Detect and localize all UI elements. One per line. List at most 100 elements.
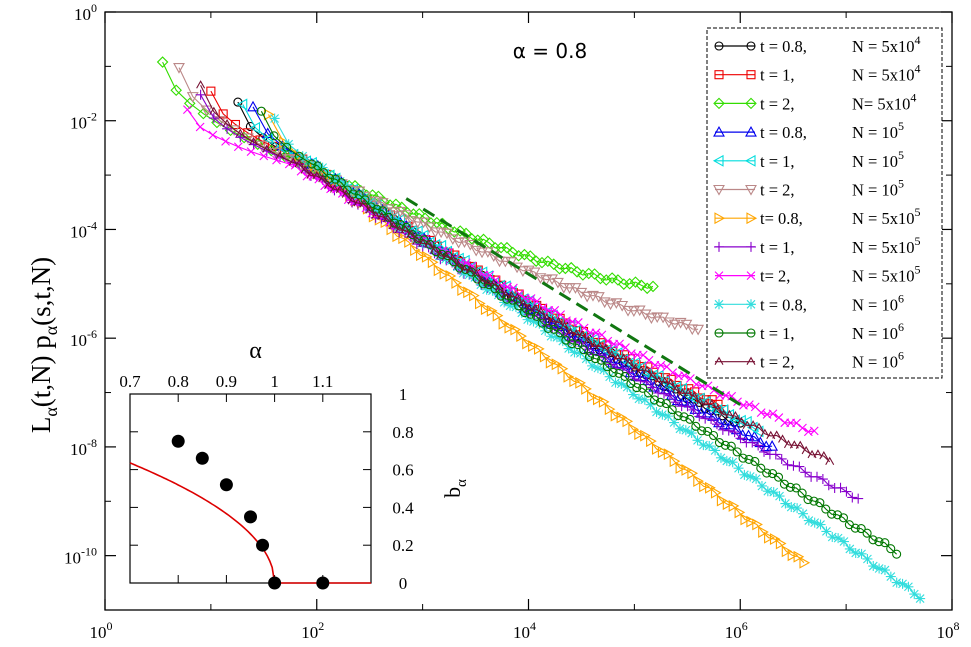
data-point <box>644 388 654 398</box>
legend-entry: t = 2, N= 5x104 <box>713 90 916 113</box>
data-point <box>868 535 878 545</box>
data-point <box>510 301 521 312</box>
data-point <box>821 504 831 514</box>
data-point <box>587 390 598 403</box>
x-tick-label: 106 <box>725 619 748 642</box>
legend-marker <box>746 212 758 225</box>
data-point <box>516 266 529 277</box>
inset-x-tick-label: 0.9 <box>216 372 237 391</box>
data-point <box>516 330 527 343</box>
data-point <box>306 170 316 179</box>
data-point <box>228 125 241 136</box>
data-point <box>628 423 640 436</box>
data-point <box>246 147 256 156</box>
data-point <box>691 379 701 389</box>
data-point <box>347 196 357 205</box>
data-point <box>612 274 624 286</box>
data-point <box>715 452 726 463</box>
legend-marker <box>714 70 724 80</box>
data-point <box>624 357 634 366</box>
legend-t-label: t = 2, <box>760 353 795 372</box>
data-point <box>706 414 717 425</box>
series-t-2-n-10-5 <box>173 63 705 336</box>
data-point <box>360 195 370 205</box>
data-point <box>249 121 261 134</box>
data-point <box>717 424 728 435</box>
data-point <box>627 349 636 358</box>
legend-n-label: N = 5x105 <box>852 234 920 257</box>
data-point <box>692 435 703 446</box>
data-point <box>555 328 565 338</box>
data-point <box>616 411 628 424</box>
data-point <box>679 412 689 422</box>
inset-data-point <box>219 478 233 492</box>
data-point <box>318 174 328 183</box>
data-point <box>623 277 636 290</box>
legend-n-label: N = 106 <box>852 349 904 372</box>
data-point <box>471 268 481 277</box>
data-point <box>738 453 748 463</box>
data-point <box>651 312 664 324</box>
data-point <box>452 237 465 249</box>
data-point <box>516 307 527 318</box>
data-point <box>735 433 746 444</box>
data-point <box>915 593 926 604</box>
data-point <box>635 279 648 292</box>
data-point <box>727 457 738 468</box>
data-point <box>610 377 621 388</box>
data-point <box>208 130 218 140</box>
data-point <box>317 162 328 173</box>
data-point <box>874 537 884 547</box>
legend-entry: t = 1, N = 105 <box>712 148 904 171</box>
y-tick-label: 10-4 <box>70 218 97 241</box>
data-point <box>359 199 369 208</box>
data-point <box>247 100 259 112</box>
data-point <box>880 538 890 548</box>
data-point <box>770 449 781 460</box>
data-point <box>709 385 719 395</box>
data-point <box>358 192 369 203</box>
data-point <box>710 445 721 456</box>
data-point <box>552 316 564 329</box>
data-point <box>719 409 729 418</box>
data-point <box>551 358 563 371</box>
data-point <box>723 425 734 436</box>
data-point <box>501 241 513 254</box>
y-tick-label: 10-10 <box>64 545 97 568</box>
data-point <box>551 332 562 343</box>
data-point <box>774 491 785 502</box>
data-point <box>681 464 693 476</box>
data-point <box>649 395 660 405</box>
data-point <box>442 223 455 235</box>
data-point <box>639 394 650 405</box>
data-point <box>660 376 670 386</box>
legend-entry: t = 0.8, N = 105 <box>713 119 904 142</box>
data-point <box>760 440 773 452</box>
data-point <box>575 376 586 389</box>
data-point <box>689 391 699 400</box>
data-point <box>630 363 640 373</box>
data-point <box>732 447 742 457</box>
data-point <box>762 468 772 478</box>
data-point <box>475 297 486 310</box>
series-t-1-n-10-6 <box>256 106 902 559</box>
data-point <box>886 544 896 554</box>
data-point <box>773 472 784 482</box>
inset-fit-curve <box>129 462 371 584</box>
data-point <box>754 422 764 432</box>
data-point <box>841 486 852 497</box>
data-point <box>411 225 423 238</box>
data-point <box>691 421 701 431</box>
data-point <box>410 244 421 256</box>
data-point <box>563 283 576 294</box>
legend-t-label: t= 2, <box>760 267 790 286</box>
data-point <box>394 206 407 218</box>
data-point <box>780 498 791 509</box>
series-layer <box>156 56 926 604</box>
legend-marker <box>713 125 725 137</box>
data-point <box>844 543 855 554</box>
data-point <box>671 384 681 394</box>
data-point <box>452 261 463 272</box>
